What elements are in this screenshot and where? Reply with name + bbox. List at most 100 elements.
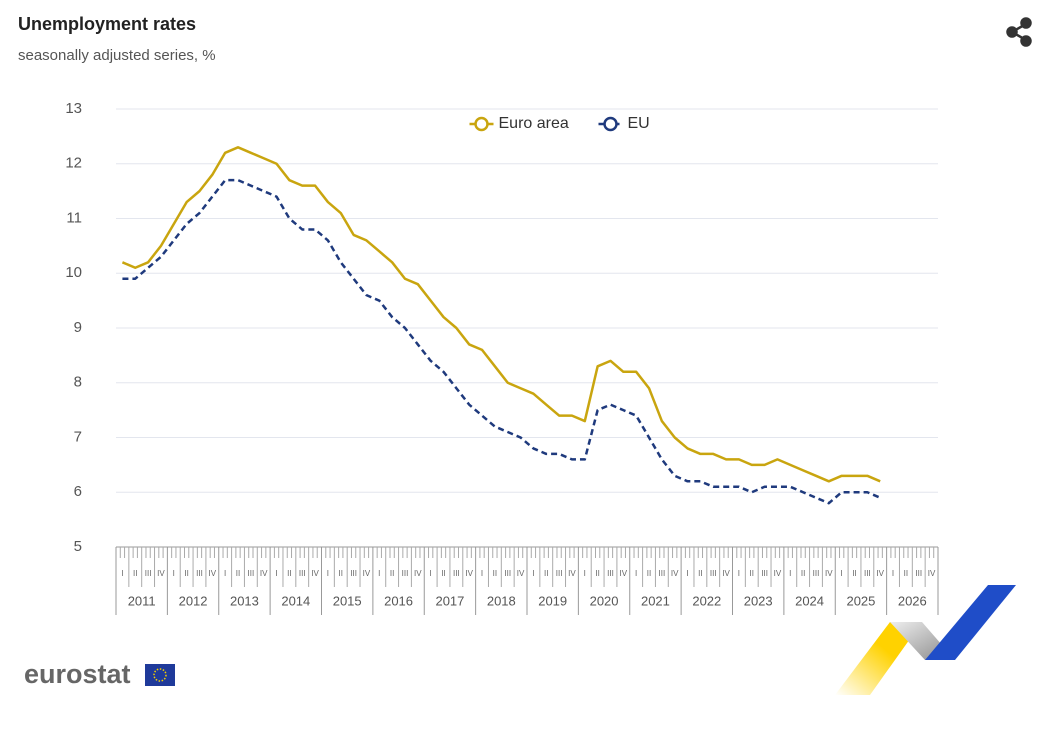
decor-ribbon (835, 585, 1016, 695)
x-tick-label: 2011 (128, 593, 156, 608)
quarter-label: III (145, 569, 152, 578)
quarter-label: I (584, 569, 586, 578)
x-tick-label: 2023 (744, 593, 773, 608)
quarter-label: IV (465, 569, 473, 578)
y-tick-label: 11 (66, 209, 82, 226)
quarter-label: III (350, 569, 357, 578)
quarter-label: IV (209, 569, 217, 578)
quarter-label: I (892, 569, 894, 578)
quarter-label: IV (568, 569, 576, 578)
quarter-label: III (196, 569, 203, 578)
quarter-label: II (236, 569, 240, 578)
quarter-label: IV (620, 569, 628, 578)
quarter-label: II (133, 569, 137, 578)
quarter-label: I (430, 569, 432, 578)
quarter-label: II (287, 569, 291, 578)
quarter-label: III (761, 569, 768, 578)
legend-label: Euro area (499, 115, 569, 132)
x-tick-label: 2021 (641, 593, 670, 608)
quarter-label: III (710, 569, 717, 578)
legend-label: EU (628, 115, 650, 132)
quarter-label: II (493, 569, 497, 578)
y-tick-label: 8 (74, 374, 82, 391)
quarter-label: III (915, 569, 922, 578)
logo-text: eurostat (24, 659, 131, 689)
x-tick-label: 2019 (538, 593, 567, 608)
y-tick-label: 5 (74, 538, 82, 555)
legend-marker (474, 116, 489, 132)
x-tick-label: 2014 (281, 593, 310, 608)
quarter-label: III (864, 569, 871, 578)
x-tick-label: 2025 (846, 593, 875, 608)
x-tick-label: 2012 (179, 593, 208, 608)
quarter-label: II (750, 569, 754, 578)
share-icon[interactable] (1006, 17, 1032, 47)
quarter-label: IV (928, 569, 936, 578)
quarter-label: I (738, 569, 740, 578)
x-tick-label: 2017 (435, 593, 464, 608)
quarter-label: II (390, 569, 394, 578)
quarter-label: I (173, 569, 175, 578)
quarter-label: I (327, 569, 329, 578)
quarter-label: I (121, 569, 123, 578)
x-tick-label: 2026 (898, 593, 927, 608)
y-tick-label: 12 (65, 155, 82, 172)
y-tick-label: 9 (74, 319, 82, 336)
quarter-label: II (339, 569, 343, 578)
quarter-label: III (813, 569, 820, 578)
legend-item: EU (598, 115, 650, 132)
quarter-label: II (698, 569, 702, 578)
quarter-label: IV (876, 569, 884, 578)
quarter-label: I (275, 569, 277, 578)
quarter-label: III (453, 569, 460, 578)
quarter-label: III (659, 569, 666, 578)
x-tick-label: 2015 (333, 593, 362, 608)
quarter-label: II (801, 569, 805, 578)
x-tick-label: 2024 (795, 593, 824, 608)
quarter-label: I (378, 569, 380, 578)
y-tick-label: 13 (65, 100, 82, 117)
quarter-label: III (556, 569, 563, 578)
quarter-label: I (686, 569, 688, 578)
quarter-label: I (789, 569, 791, 578)
quarter-label: II (904, 569, 908, 578)
quarter-label: II (647, 569, 651, 578)
x-tick-label: 2016 (384, 593, 413, 608)
quarter-label: IV (311, 569, 319, 578)
quarter-label: II (184, 569, 188, 578)
quarter-label: III (299, 569, 306, 578)
quarter-label: II (441, 569, 445, 578)
y-tick-label: 10 (65, 264, 82, 281)
quarter-label: IV (722, 569, 730, 578)
y-tick-label: 7 (74, 428, 82, 445)
quarter-label: IV (671, 569, 679, 578)
quarter-label: IV (825, 569, 833, 578)
x-tick-label: 2018 (487, 593, 516, 608)
quarter-label: I (224, 569, 226, 578)
quarter-label: II (544, 569, 548, 578)
quarter-label: III (504, 569, 511, 578)
quarter-label: I (532, 569, 534, 578)
chart-title: Unemployment rates (18, 14, 196, 34)
eu-flag (145, 664, 175, 686)
x-tick-label: 2020 (590, 593, 619, 608)
legend-marker (603, 116, 618, 132)
quarter-label: II (852, 569, 856, 578)
quarter-label: II (595, 569, 599, 578)
legend-item: Euro area (469, 115, 569, 132)
x-tick-label: 2013 (230, 593, 259, 608)
quarter-label: IV (363, 569, 371, 578)
quarter-label: IV (774, 569, 782, 578)
quarter-label: IV (260, 569, 268, 578)
quarter-label: IV (517, 569, 525, 578)
quarter-label: I (481, 569, 483, 578)
x-tick-label: 2022 (692, 593, 721, 608)
chart-subtitle: seasonally adjusted series, % (18, 47, 216, 64)
quarter-label: IV (157, 569, 165, 578)
quarter-label: III (607, 569, 614, 578)
quarter-label: III (248, 569, 255, 578)
quarter-label: IV (414, 569, 422, 578)
series-line (121, 146, 881, 483)
quarter-label: I (635, 569, 637, 578)
